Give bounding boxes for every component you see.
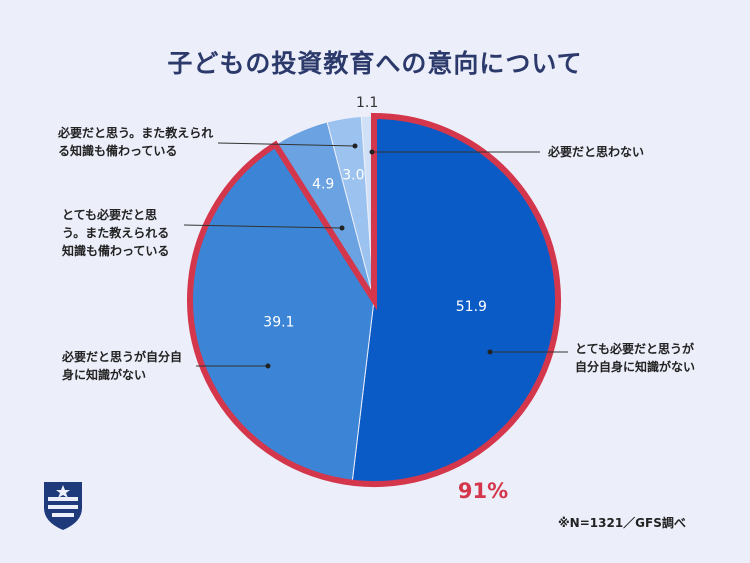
slice-label: 必要だと思わない bbox=[548, 145, 645, 159]
leader-line bbox=[183, 224, 343, 229]
highlight-outline bbox=[187, 112, 561, 487]
leader-dot bbox=[339, 225, 345, 231]
leader-dot bbox=[265, 363, 271, 369]
value-label: 4.9 bbox=[312, 177, 334, 193]
annotation: 91% bbox=[458, 479, 508, 503]
value-label: 1.1 bbox=[356, 95, 378, 111]
value-label: 39.1 bbox=[263, 315, 294, 331]
leader-line bbox=[217, 142, 356, 147]
slice-label: 必要だと思う。また教えられる知識も備わっている bbox=[58, 126, 214, 158]
slice-label: とても必要だと思うが自分自身に知識がない bbox=[575, 342, 696, 374]
footnote: ※N=1321／GFS調べ bbox=[558, 516, 686, 530]
leader-dot bbox=[487, 349, 493, 355]
value-label: 3.0 bbox=[342, 168, 364, 184]
value-label: 51.9 bbox=[456, 299, 487, 315]
leader-dot bbox=[369, 149, 375, 155]
leader-dot bbox=[352, 143, 358, 149]
logo-shield bbox=[44, 482, 82, 530]
slice-label: 必要だと思うが自分自身に知識がない bbox=[62, 350, 183, 382]
slice-label: とても必要だと思う。また教えられる知識も備わっている bbox=[62, 208, 170, 258]
chart-title: 子どもの投資教育への意向について bbox=[167, 49, 583, 78]
